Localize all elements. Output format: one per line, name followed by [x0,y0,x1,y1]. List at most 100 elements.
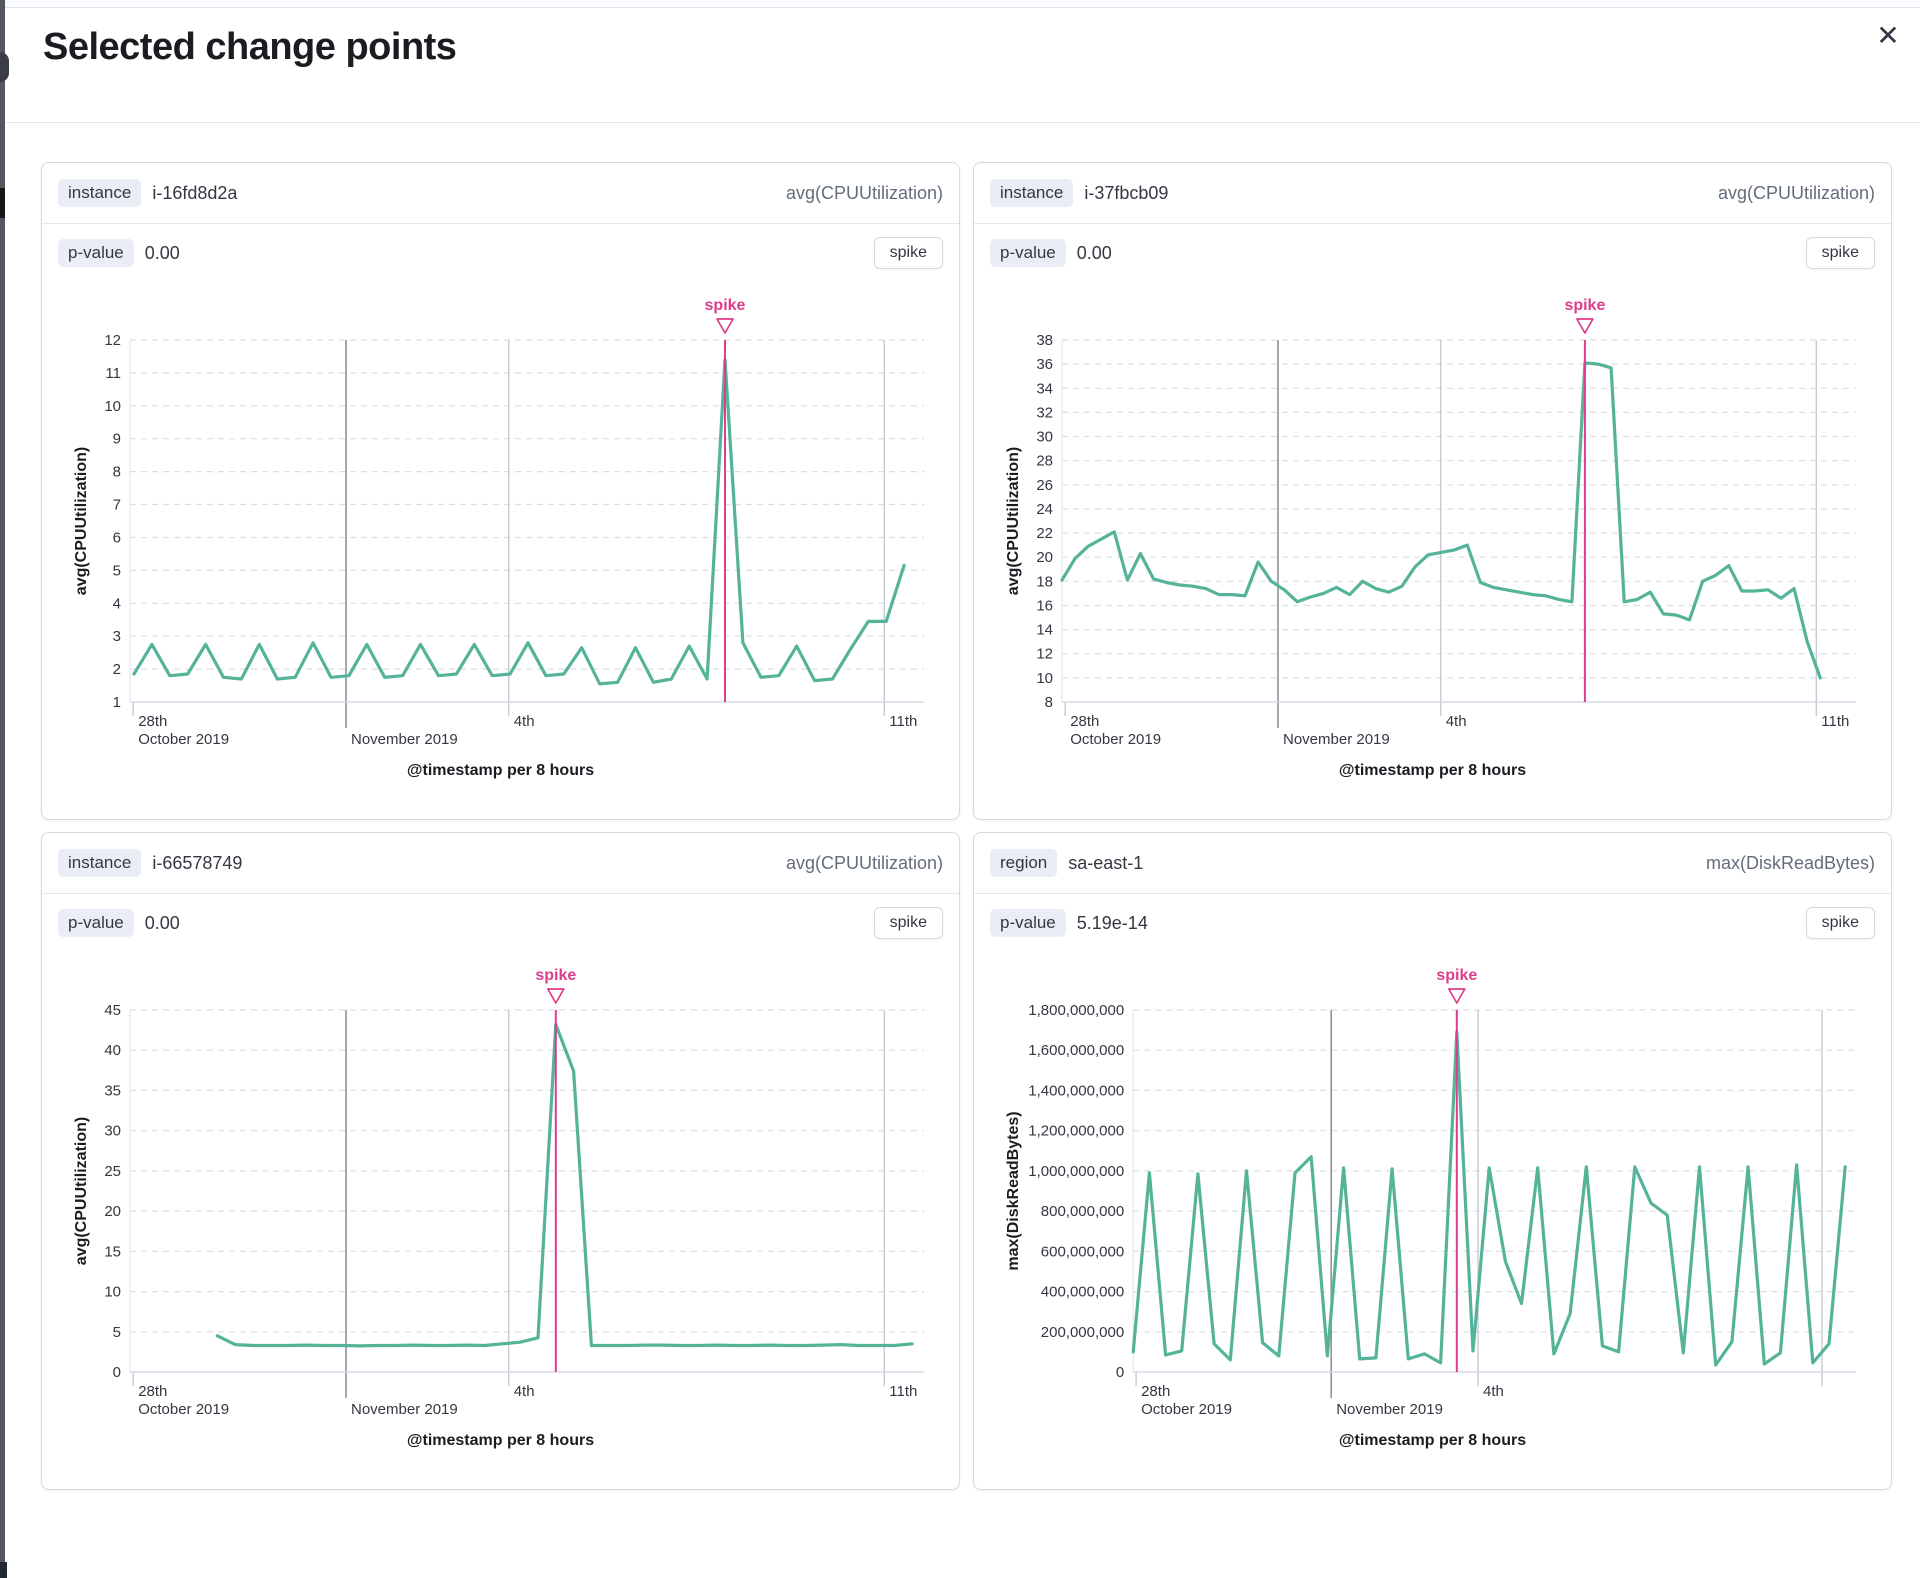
card-divider [42,893,959,894]
svg-text:11th: 11th [889,1383,917,1400]
svg-text:November 2019: November 2019 [1336,1401,1443,1418]
x-axis-title: @timestamp per 8 hours [406,1432,595,1449]
metric-label: avg(CPUUtilization) [785,182,943,203]
svg-text:12: 12 [1036,646,1053,663]
change-point-card: instance i-16fd8d2a avg(CPUUtilization) … [41,162,960,820]
svg-text:November 2019: November 2019 [351,731,458,748]
field-value: sa-east-1 [1068,852,1144,873]
p-value-badge: p-value [990,239,1066,267]
chart-area: 0 5 10 15 20 25 30 35 40 45 28th October 2019 Novemb… [42,960,959,1430]
page-left-dark-segment [0,188,5,218]
svg-text:600,000,000: 600,000,000 [1040,1243,1123,1260]
svg-text:12: 12 [104,332,121,349]
svg-text:11: 11 [105,365,121,382]
field-badge: instance [990,179,1074,207]
svg-text:26: 26 [1036,477,1053,494]
svg-text:34: 34 [1036,380,1053,397]
svg-text:October 2019: October 2019 [138,731,229,748]
svg-text:spike: spike [1564,297,1605,314]
svg-text:avg(CPUUtilization): avg(CPUUtilization) [73,447,90,595]
change-type-button[interactable]: spike [873,907,943,939]
change-type-button[interactable]: spike [1805,237,1875,269]
svg-text:800,000,000: 800,000,000 [1040,1203,1123,1220]
svg-text:1,400,000,000: 1,400,000,000 [1028,1082,1124,1099]
p-value: 0.00 [1076,242,1112,263]
svg-text:4th: 4th [513,713,534,730]
field-badge: instance [58,849,142,877]
card-header-row: region sa-east-1 max(DiskReadBytes) [974,833,1891,893]
svg-text:October 2019: October 2019 [138,1401,229,1418]
card-pvalue-row: p-value 5.19e-14 spike [974,894,1891,952]
svg-text:max(DiskReadBytes): max(DiskReadBytes) [1005,1111,1022,1270]
change-point-card: instance i-37fbcb09 avg(CPUUtilization) … [973,162,1892,820]
svg-text:32: 32 [1036,404,1053,421]
svg-text:2: 2 [112,661,120,678]
svg-text:October 2019: October 2019 [1141,1401,1232,1418]
svg-text:5: 5 [112,1324,120,1341]
chart-area: 1 2 3 4 5 6 7 8 9 10 11 12 28th October 2019 November … [42,290,959,760]
metric-label: avg(CPUUtilization) [1717,182,1875,203]
chart-area: 0 200,000,000 400,000,000 600,000,000 800,00… [974,960,1891,1430]
card-divider [974,223,1891,224]
svg-text:7: 7 [112,497,120,514]
svg-text:15: 15 [104,1243,121,1260]
svg-text:4th: 4th [513,1383,534,1400]
svg-text:3: 3 [112,628,120,645]
svg-text:8: 8 [1044,694,1052,711]
svg-text:40: 40 [104,1042,121,1059]
svg-text:spike: spike [535,967,576,984]
p-value: 5.19e-14 [1076,912,1148,933]
svg-text:4th: 4th [1445,713,1466,730]
card-pvalue-row: p-value 0.00 spike [974,224,1891,282]
svg-text:6: 6 [112,530,120,547]
svg-text:0: 0 [1115,1364,1123,1381]
svg-text:spike: spike [1436,967,1477,984]
svg-text:spike: spike [704,297,745,314]
p-value-badge: p-value [990,909,1066,937]
svg-text:30: 30 [1036,429,1053,446]
close-icon[interactable]: ✕ [1868,16,1908,56]
change-point-chart: 0 200,000,000 400,000,000 600,000,000 800,00… [1005,967,1856,1418]
svg-text:200,000,000: 200,000,000 [1040,1324,1123,1341]
svg-text:1,200,000,000: 1,200,000,000 [1028,1123,1124,1140]
p-value: 0.00 [144,242,180,263]
svg-text:30: 30 [104,1123,121,1140]
svg-text:1: 1 [112,694,120,711]
card-divider [974,893,1891,894]
metric-label: avg(CPUUtilization) [785,852,943,873]
card-pvalue-row: p-value 0.00 spike [42,894,959,952]
svg-text:22: 22 [1036,525,1053,542]
x-axis-title: @timestamp per 8 hours [1338,762,1527,779]
svg-text:1,000,000,000: 1,000,000,000 [1028,1163,1124,1180]
svg-text:45: 45 [104,1002,121,1019]
field-badge: region [990,849,1058,877]
svg-text:9: 9 [112,431,120,448]
svg-text:5: 5 [112,562,120,579]
svg-text:28th: 28th [1141,1383,1170,1400]
svg-text:24: 24 [1036,501,1053,518]
x-axis-title: @timestamp per 8 hours [1338,1432,1527,1449]
svg-text:28th: 28th [138,713,167,730]
modal-title: Selected change points [43,26,457,68]
svg-text:4th: 4th [1483,1383,1504,1400]
svg-text:28th: 28th [138,1383,167,1400]
field-badge: instance [58,179,142,207]
change-type-button[interactable]: spike [1805,907,1875,939]
card-divider [42,223,959,224]
p-value: 0.00 [144,912,180,933]
svg-text:20: 20 [1036,549,1053,566]
card-pvalue-row: p-value 0.00 spike [42,224,959,282]
svg-text:16: 16 [1036,598,1053,615]
svg-text:1,600,000,000: 1,600,000,000 [1028,1042,1124,1059]
svg-text:October 2019: October 2019 [1070,731,1161,748]
svg-text:4: 4 [112,595,120,612]
svg-text:November 2019: November 2019 [1283,731,1390,748]
card-header-row: instance i-16fd8d2a avg(CPUUtilization) [42,163,959,223]
svg-text:18: 18 [1036,573,1053,590]
change-type-button[interactable]: spike [873,237,943,269]
svg-text:1,800,000,000: 1,800,000,000 [1028,1002,1124,1019]
metric-label: max(DiskReadBytes) [1705,852,1875,873]
svg-text:November 2019: November 2019 [351,1401,458,1418]
svg-text:10: 10 [1036,670,1053,687]
